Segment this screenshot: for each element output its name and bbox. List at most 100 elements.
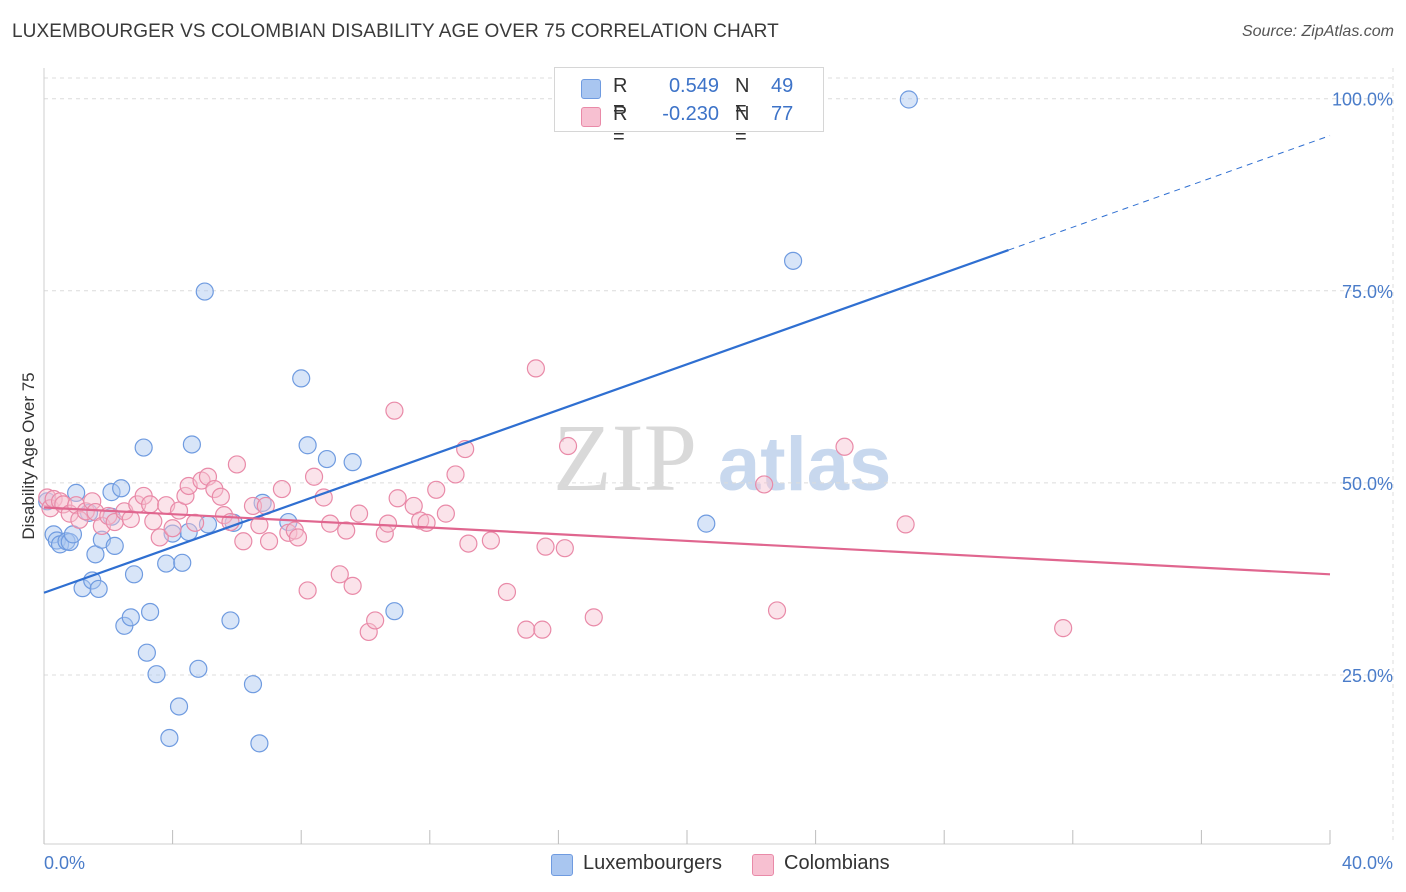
- point-colombians: [526, 359, 545, 378]
- point-luxembourgers: [221, 611, 240, 630]
- point-luxembourgers: [195, 282, 214, 301]
- point-luxembourgers: [385, 602, 404, 621]
- legend-r-value: -0.230: [662, 103, 719, 125]
- point-luxembourgers: [292, 369, 311, 388]
- legend-swatch-colombians: [752, 854, 774, 876]
- point-colombians: [76, 502, 95, 521]
- trendline-colombians: [43, 506, 1331, 576]
- point-colombians: [243, 496, 263, 516]
- point-colombians: [272, 479, 292, 499]
- point-luxembourgers: [783, 251, 803, 270]
- point-luxembourgers: [121, 608, 140, 627]
- point-colombians: [349, 504, 369, 523]
- point-colombians: [378, 514, 398, 533]
- point-colombians: [558, 436, 578, 456]
- point-colombians: [497, 582, 517, 602]
- legend-n-value: 77: [771, 103, 794, 125]
- y-tick-label: 100.0%: [1332, 90, 1393, 110]
- legend-r-label: R =: [613, 103, 628, 148]
- point-luxembourgers: [343, 453, 362, 472]
- point-colombians: [436, 504, 455, 523]
- point-colombians: [337, 521, 356, 540]
- point-colombians: [259, 532, 279, 551]
- legend-label-luxembourgers: Luxembourgers: [583, 852, 722, 874]
- legend-r-value: 0.549: [668, 75, 719, 97]
- y-tick-label: 50.0%: [1342, 474, 1393, 494]
- point-colombians: [555, 539, 574, 558]
- point-colombians: [755, 475, 774, 494]
- point-colombians: [533, 620, 552, 639]
- point-luxembourgers: [157, 554, 176, 573]
- point-luxembourgers: [105, 536, 124, 555]
- point-luxembourgers: [173, 553, 192, 572]
- point-luxembourgers: [124, 565, 144, 584]
- point-colombians: [140, 495, 160, 514]
- point-luxembourgers: [137, 643, 156, 662]
- point-colombians: [330, 565, 349, 584]
- point-luxembourgers: [134, 438, 153, 457]
- point-luxembourgers: [140, 602, 160, 622]
- legend-n-label: N =: [735, 103, 750, 148]
- point-colombians: [835, 437, 854, 456]
- source-note: Source: ZipAtlas.com: [1241, 23, 1394, 40]
- point-luxembourgers: [112, 479, 131, 498]
- point-colombians: [186, 513, 205, 532]
- point-colombians: [459, 534, 478, 553]
- point-colombians: [298, 581, 317, 600]
- point-luxembourgers: [160, 728, 179, 748]
- series-legend: Luxembourgers Colombians: [0, 851, 1406, 879]
- point-colombians: [234, 532, 253, 551]
- y-tick-label: 75.0%: [1342, 282, 1393, 302]
- x-tick-label-max: 40.0%: [1342, 853, 1393, 873]
- point-colombians: [176, 486, 195, 506]
- point-luxembourgers: [169, 697, 189, 716]
- point-luxembourgers: [317, 449, 337, 469]
- point-colombians: [227, 455, 246, 474]
- point-colombians: [343, 576, 362, 595]
- point-colombians: [385, 401, 404, 420]
- legend-n-value: 49: [771, 75, 794, 97]
- point-colombians: [144, 512, 163, 531]
- point-colombians: [1054, 619, 1073, 638]
- point-colombians: [517, 620, 536, 639]
- point-luxembourgers: [899, 90, 918, 109]
- point-luxembourgers: [298, 436, 317, 455]
- legend-swatch-luxembourgers: [581, 79, 601, 99]
- point-luxembourgers: [89, 579, 108, 599]
- legend-r-label: R =: [613, 75, 628, 120]
- series-colombians: [38, 359, 1073, 642]
- legend-swatch-colombians: [581, 107, 601, 127]
- point-colombians: [388, 489, 407, 508]
- point-colombians: [767, 601, 787, 620]
- point-colombians: [304, 467, 324, 486]
- point-luxembourgers: [182, 435, 201, 454]
- point-colombians: [150, 528, 169, 547]
- point-luxembourgers: [189, 659, 208, 678]
- point-luxembourgers: [243, 675, 263, 694]
- watermark-atlas: atlas: [718, 422, 891, 507]
- point-luxembourgers: [250, 734, 269, 753]
- point-colombians: [417, 513, 436, 532]
- watermark-zip: ZIP: [553, 404, 697, 511]
- point-luxembourgers: [102, 483, 121, 502]
- point-colombians: [366, 611, 385, 630]
- point-colombians: [896, 515, 915, 534]
- point-luxembourgers: [147, 665, 166, 684]
- point-colombians: [584, 608, 603, 627]
- trendline-luxembourgers: [43, 249, 1009, 594]
- legend-swatch-luxembourgers: [551, 854, 573, 876]
- trendline-extension-luxembourgers: [1008, 135, 1331, 251]
- legend-n-label: N =: [735, 75, 750, 120]
- correlation-legend: R = 0.549 N = 49 R = -0.230 N = 77: [554, 67, 824, 148]
- point-colombians: [427, 480, 446, 499]
- point-colombians: [446, 465, 465, 484]
- point-colombians: [288, 528, 308, 547]
- point-colombians: [481, 531, 500, 550]
- x-tick-label-min: 0.0%: [44, 853, 85, 873]
- point-colombians: [359, 622, 378, 642]
- chart-title: LUXEMBOURGER VS COLOMBIAN DISABILITY AGE…: [12, 21, 779, 42]
- y-tick-label: 25.0%: [1342, 666, 1393, 686]
- point-luxembourgers: [697, 514, 716, 533]
- point-colombians: [211, 487, 230, 506]
